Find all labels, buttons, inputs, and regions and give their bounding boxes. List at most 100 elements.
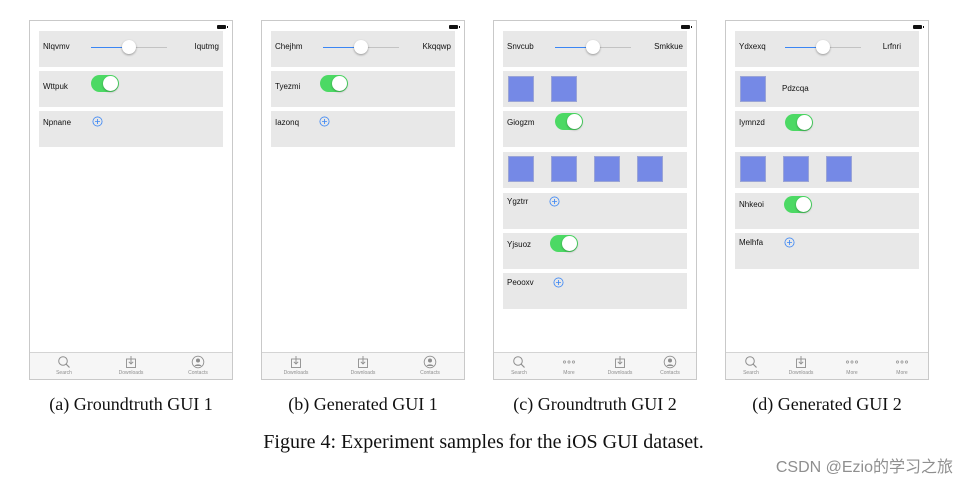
tab-label: More [896, 370, 908, 376]
add-label: Ygztrr [507, 197, 529, 206]
download-icon [358, 356, 368, 368]
more-dots-icon [896, 360, 908, 364]
tab-label: More [846, 370, 858, 376]
battery-icon [217, 25, 228, 29]
plus-circle-icon[interactable] [553, 277, 564, 288]
add-label: Melhfa [739, 238, 764, 247]
plus-circle-icon[interactable] [319, 116, 330, 127]
tab-search[interactable]: Search [731, 355, 771, 376]
tab-contacts[interactable]: Contacts [410, 355, 450, 376]
slider[interactable] [785, 40, 861, 54]
tab-contacts[interactable]: Contacts [650, 355, 690, 376]
tab-label: Downloads [607, 370, 633, 376]
image-label: Pdzcqa [782, 84, 809, 93]
toggle-switch[interactable] [784, 196, 812, 213]
tab-downloads[interactable]: Downloads [600, 355, 640, 376]
switch-row: Iymnzd [735, 111, 919, 147]
toggle-switch[interactable] [320, 75, 348, 92]
tab-downloads[interactable]: Downloads [111, 355, 151, 376]
slider-knob[interactable] [586, 40, 600, 54]
add-row: Npnane [39, 111, 223, 147]
slider-right-label: Kkqqwp [422, 42, 451, 51]
add-row: Ygztrr [503, 193, 687, 229]
tab-bar: Search Downloads More More [726, 352, 928, 379]
toggle-switch[interactable] [550, 235, 578, 252]
slider-left-label: Nlqvmv [43, 42, 70, 51]
contacts-icon [191, 355, 205, 369]
slider-row: Ydxexq Lrfnri [735, 31, 919, 67]
slider-row: Snvcub Smkkue [503, 31, 687, 67]
switch-row: Giogzm [503, 111, 687, 147]
download-icon [126, 356, 136, 368]
add-label: Iazonq [275, 118, 300, 127]
image-row [503, 71, 687, 107]
add-label: Peooxv [507, 278, 534, 287]
image-thumbnail [594, 156, 620, 182]
tab-label: Downloads [118, 370, 144, 376]
slider-row: Chejhm Kkqqwp [271, 31, 455, 67]
switch-label: Nhkeoi [739, 200, 764, 209]
tab-downloads[interactable]: Downloads [343, 355, 383, 376]
slider-knob[interactable] [122, 40, 136, 54]
plus-circle-icon[interactable] [784, 237, 795, 248]
add-row: Iazonq [271, 111, 455, 147]
switch-row: Tyezmi [271, 71, 455, 107]
image-thumbnail [637, 156, 663, 182]
subfigure-caption-c: (c) Groundtruth GUI 2 [513, 394, 677, 414]
download-icon [796, 356, 806, 368]
slider-knob[interactable] [354, 40, 368, 54]
tab-more[interactable]: More [832, 355, 872, 376]
tab-downloads[interactable]: Downloads [276, 355, 316, 376]
tab-label: Contacts [188, 370, 208, 376]
switch-label: Giogzm [507, 118, 535, 127]
switch-label: Wttpuk [43, 82, 68, 91]
plus-circle-icon[interactable] [549, 196, 560, 207]
slider[interactable] [323, 40, 399, 54]
more-dots-icon [563, 360, 575, 364]
tab-search[interactable]: Search [44, 355, 84, 376]
add-label: Npnane [43, 118, 72, 127]
image-row [735, 152, 919, 188]
slider-right-label: Lrfnri [882, 42, 901, 51]
download-icon [291, 356, 301, 368]
slider[interactable] [555, 40, 631, 54]
image-thumbnail [551, 76, 577, 102]
slider[interactable] [91, 40, 167, 54]
contacts-icon [423, 355, 437, 369]
tab-more[interactable]: More [549, 355, 589, 376]
tab-label: Contacts [420, 370, 440, 376]
search-icon [513, 356, 525, 368]
image-thumbnail [740, 76, 766, 102]
more-dots-icon [846, 360, 858, 364]
toggle-switch[interactable] [555, 113, 583, 130]
toggle-switch[interactable] [785, 114, 813, 131]
search-icon [745, 356, 757, 368]
toggle-switch[interactable] [91, 75, 119, 92]
tab-label: Search [511, 370, 527, 376]
phone-screenshot-a: Nlqvmv Iqutmg Wttpuk Npnane Search Downl… [29, 20, 233, 380]
tab-more[interactable]: More [882, 355, 922, 376]
tab-label: Downloads [350, 370, 376, 376]
image-thumbnail [740, 156, 766, 182]
tab-contacts[interactable]: Contacts [178, 355, 218, 376]
tab-label: Contacts [660, 370, 680, 376]
tab-bar: Downloads Downloads Contacts [262, 352, 464, 379]
subfigure-caption-b: (b) Generated GUI 1 [288, 394, 438, 414]
battery-icon [449, 25, 460, 29]
tab-bar: Search More Downloads Contacts [494, 352, 696, 379]
subfigure-caption-d: (d) Generated GUI 2 [752, 394, 902, 414]
slider-right-label: Smkkue [654, 42, 683, 51]
battery-icon [913, 25, 924, 29]
slider-left-label: Snvcub [507, 42, 534, 51]
slider-knob[interactable] [816, 40, 830, 54]
image-thumbnail [826, 156, 852, 182]
contacts-icon [663, 355, 677, 369]
plus-circle-icon[interactable] [92, 116, 103, 127]
tab-downloads[interactable]: Downloads [781, 355, 821, 376]
tab-search[interactable]: Search [499, 355, 539, 376]
image-thumbnail [508, 156, 534, 182]
phone-screenshot-b: Chejhm Kkqqwp Tyezmi Iazonq Downloads Do… [261, 20, 465, 380]
switch-row: Yjsuoz [503, 233, 687, 269]
subfigure-caption-a: (a) Groundtruth GUI 1 [49, 394, 213, 414]
image-thumbnail [783, 156, 809, 182]
